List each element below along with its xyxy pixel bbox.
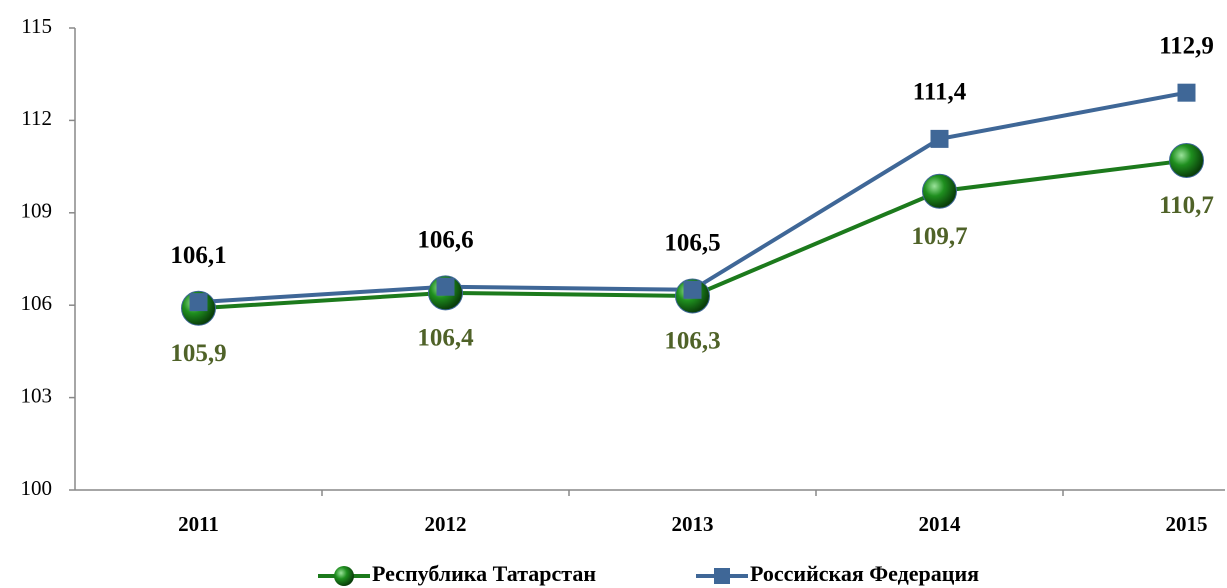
value-label: 109,7 <box>911 223 967 250</box>
y-tick-label: 109 <box>21 199 53 223</box>
value-label: 106,4 <box>417 325 474 352</box>
x-tick-label: 2012 <box>425 512 467 536</box>
y-tick-label: 112 <box>21 106 52 130</box>
value-label: 106,6 <box>417 226 473 253</box>
legend-label: Республика Татарстан <box>372 561 596 586</box>
point <box>683 280 702 299</box>
point <box>1169 142 1204 178</box>
y-tick-label: 106 <box>21 291 53 315</box>
legend-label: Российская Федерация <box>750 561 979 586</box>
legend-marker <box>714 568 730 584</box>
point <box>922 173 957 209</box>
y-tick-label: 115 <box>21 14 52 38</box>
value-label: 106,3 <box>664 328 720 355</box>
point <box>1177 83 1196 102</box>
point <box>930 129 949 148</box>
value-label: 105,9 <box>170 340 226 367</box>
value-label: 112,9 <box>1159 32 1214 59</box>
value-label: 111,4 <box>913 79 967 106</box>
y-tick-label: 100 <box>21 476 53 500</box>
x-tick-label: 2013 <box>672 512 714 536</box>
point <box>436 277 455 296</box>
x-tick-label: 2015 <box>1166 512 1208 536</box>
series-line <box>198 90 1187 305</box>
value-label: 106,1 <box>170 242 226 269</box>
x-tick-label: 2014 <box>919 512 962 536</box>
y-tick-label: 103 <box>21 383 53 407</box>
value-label: 106,5 <box>664 230 720 257</box>
x-tick-label: 2011 <box>178 512 219 536</box>
point <box>189 293 208 312</box>
value-label: 110,7 <box>1159 192 1214 219</box>
legend-marker <box>334 566 354 586</box>
